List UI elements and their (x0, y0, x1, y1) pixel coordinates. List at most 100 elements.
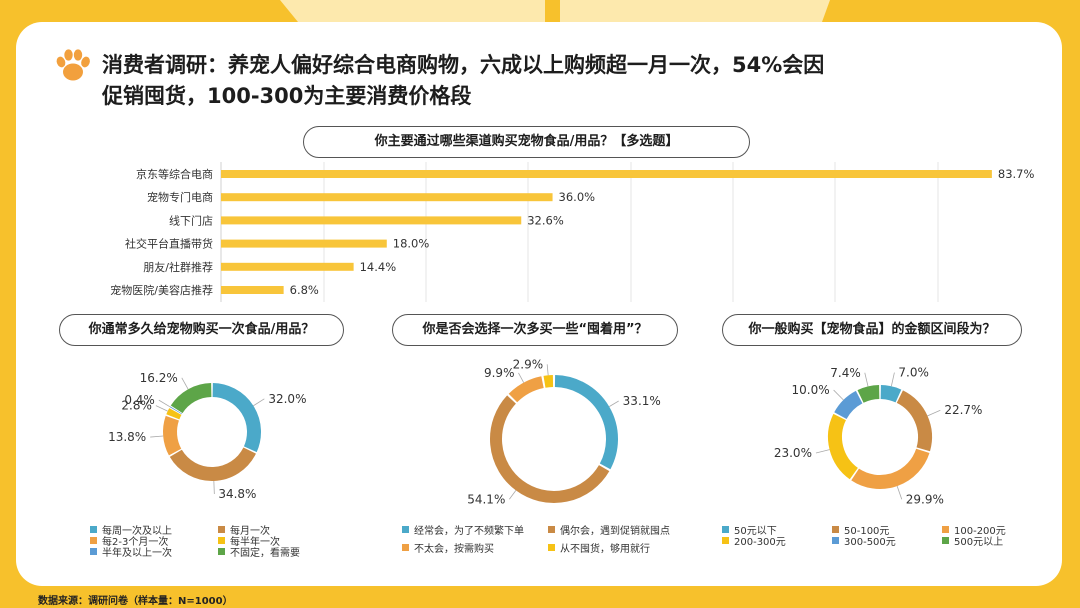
legend-label: 50元以下 (734, 526, 777, 537)
donut-slice (166, 408, 182, 420)
legend-label: 200-300元 (734, 537, 786, 548)
bar-chart-question: 你主要通过哪些渠道购买宠物食品/用品？【多选题】 (303, 126, 750, 158)
slice-value-label: 7.0% (898, 366, 929, 380)
legend-item: 100-200元 (942, 522, 1006, 537)
legend-swatch (90, 537, 97, 544)
legend-price: 50元以下 50-100元 100-200元 200-300元 300-500元 500元… (722, 522, 1052, 562)
slice-value-label: 23.0% (774, 446, 812, 460)
leader-line (815, 449, 830, 454)
bar (221, 239, 387, 248)
bar (221, 286, 284, 294)
donut-slice (828, 413, 859, 480)
legend-item: 200-300元 (722, 533, 786, 548)
legend-item: 50元以下 (722, 522, 777, 537)
donut-slice (212, 383, 261, 453)
leader-line (150, 435, 164, 438)
legend-swatch (942, 537, 949, 544)
legend-label: 每周一次及以上 (102, 526, 172, 537)
legend-swatch (402, 544, 409, 551)
bar-chart: 京东等综合电商 83.7% 宠物专门电商 36.0% 线下门店 32.6% 社交平台直播带货… (110, 162, 1035, 302)
donut-chart-stockpile: 33.1% 54.1% 9.9%2.9% (467, 357, 661, 506)
top-decoration (280, 0, 830, 22)
page-title: 消费者调研：养宠人偏好综合电商购物，六成以上购频超一月一次，54%会因 促销囤货… (102, 50, 1032, 112)
bar (221, 170, 992, 178)
legend-item: 每半年一次 (218, 533, 280, 548)
legend-item: 经常会，为了不频繁下单 (402, 522, 524, 537)
main-card: 消费者调研：养宠人偏好综合电商购物，六成以上购频超一月一次，54%会因 促销囤货… (16, 22, 1062, 586)
bar-value-label: 83.7% (998, 167, 1035, 181)
slice-value-label: 10.0% (792, 383, 830, 397)
legend-frequency: 每周一次及以上 每月一次每2-3个月一次 每半年一次半年及以上一次 不固定，看需要 (90, 522, 350, 562)
legend-item: 500元以上 (942, 533, 1003, 548)
leader-line (927, 409, 941, 417)
bar (221, 193, 553, 202)
legend-item: 每周一次及以上 (90, 522, 172, 537)
slice-value-label: 13.8% (108, 430, 146, 444)
legend-label: 经常会，为了不频繁下单 (414, 526, 524, 537)
donut-slice (554, 375, 618, 470)
slice-value-label: 22.7% (944, 403, 982, 417)
legend-label: 100-200元 (954, 526, 1006, 537)
leader-line (864, 372, 869, 387)
slice-value-label: 16.2% (140, 371, 178, 385)
slice-value-label: 54.1% (467, 492, 505, 506)
slice-value-label: 34.8% (218, 487, 256, 501)
legend-label: 半年及以上一次 (102, 548, 172, 559)
bar-value-label: 14.4% (360, 260, 397, 274)
slice-value-label: 33.1% (623, 394, 661, 408)
watermark-text: 品牌市场相对论 (825, 561, 973, 585)
leader-line (546, 364, 549, 376)
donut-slice (169, 447, 256, 481)
legend-stockpile: 经常会，为了不频繁下单 偶尔会，遇到促销就囤点 不太会，按需购买 从不囤货，够用就行 (402, 522, 722, 562)
bar-value-label: 36.0% (559, 190, 596, 204)
legend-swatch (942, 526, 949, 533)
legend-item: 50-100元 (832, 522, 889, 537)
leader-line (253, 398, 265, 407)
legend-label: 每月一次 (230, 526, 270, 537)
legend-swatch (832, 537, 839, 544)
donut-slice (857, 385, 880, 403)
legend-swatch (218, 526, 225, 533)
donut-slice (834, 390, 863, 420)
legend-label: 不太会，按需购买 (414, 544, 494, 555)
data-source: 数据来源：调研问卷（样本量：N=1000） (38, 596, 233, 607)
donut-chart-price: 7.0% 22.7% 29.9% 23.0% 10.0%7.4% (774, 366, 983, 507)
bar (221, 216, 522, 225)
legend-swatch (722, 526, 729, 533)
donut-slice (851, 448, 930, 489)
slice-value-label: 29.9% (906, 492, 944, 506)
bar-category-label: 线下门店 (169, 213, 213, 227)
donut2-question: 你是否会选择一次多买一些“囤着用”？ (392, 314, 678, 346)
leader-line (158, 399, 171, 408)
legend-item: 偶尔会，遇到促销就囤点 (548, 522, 670, 537)
legend-label: 50-100元 (844, 526, 890, 537)
donut-slice (490, 395, 610, 503)
donut-slice (163, 415, 182, 456)
donut3-question: 你一般购买【宠物食品】的金额区间段为？ (722, 314, 1022, 346)
donut-chart-frequency: 32.0% 34.8% 13.8% 2.8%0.4% 16.2% (108, 371, 306, 501)
legend-label: 每半年一次 (230, 537, 280, 548)
legend-swatch (218, 537, 225, 544)
slice-value-label: 7.4% (830, 366, 861, 380)
legend-swatch (722, 537, 729, 544)
legend-label: 不固定，看需要 (230, 548, 300, 559)
legend-label: 500元以上 (954, 537, 1004, 548)
donut-slice (508, 376, 544, 403)
bar-value-label: 6.8% (290, 283, 319, 297)
bar-category-label: 宠物专门电商 (147, 190, 213, 204)
legend-swatch (548, 526, 555, 533)
legend-item: 不太会，按需购买 (402, 540, 494, 555)
bar-category-label: 社交平台直播带货 (125, 237, 213, 251)
donut-slice (896, 390, 932, 452)
legend-swatch (218, 548, 225, 555)
legend-item: 每2-3个月一次 (90, 533, 168, 548)
leader-line (181, 377, 189, 390)
slice-value-label: 0.4% (124, 393, 155, 407)
legend-item: 不固定，看需要 (218, 544, 300, 559)
legend-item: 每月一次 (218, 522, 270, 537)
title-line-1: 消费者调研：养宠人偏好综合电商购物，六成以上购频超一月一次，54%会因 (102, 53, 825, 77)
legend-swatch (402, 526, 409, 533)
legend-swatch (832, 526, 839, 533)
slice-value-label: 9.9% (484, 366, 515, 380)
bar-category-label: 京东等综合电商 (136, 167, 213, 181)
